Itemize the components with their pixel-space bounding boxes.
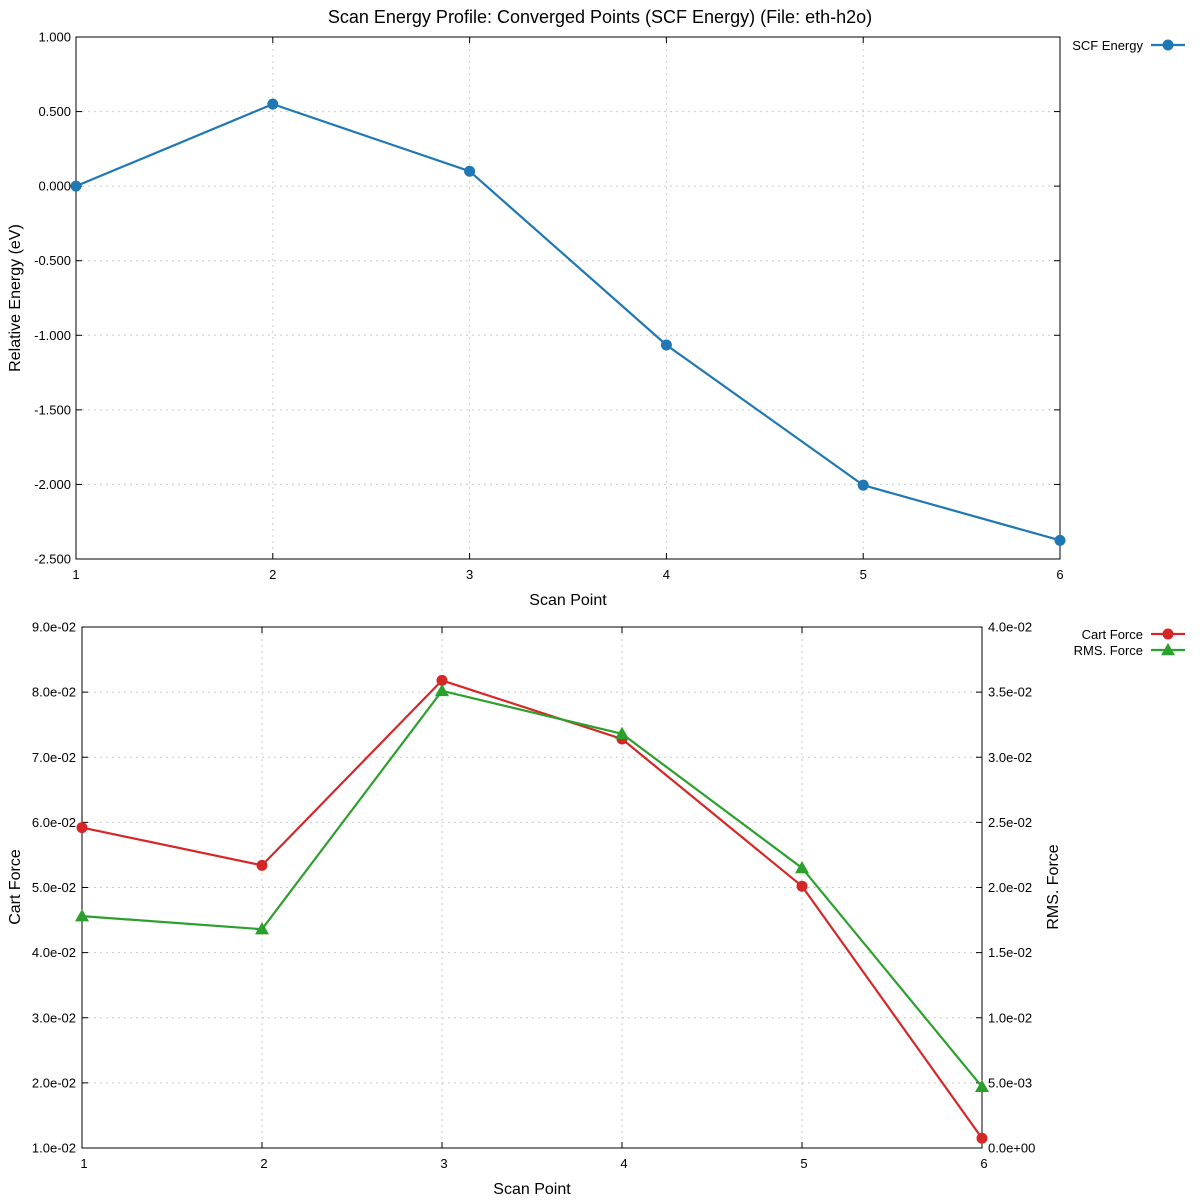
scf-energy-line bbox=[75, 102, 1061, 542]
cart-force-point bbox=[976, 1132, 988, 1144]
legend-marker-rms-force bbox=[1161, 643, 1175, 656]
force-x-tick-label: 1 bbox=[80, 1156, 87, 1171]
scf-energy-point bbox=[267, 98, 279, 110]
energy-y-axis-label: Relative Energy (eV) bbox=[7, 224, 24, 372]
energy-x-tick-label: 5 bbox=[860, 567, 867, 582]
energy-series bbox=[70, 98, 1066, 546]
energy-y-tick-label: -2.500 bbox=[34, 552, 71, 567]
cart-force-tick-label: 6.0e-02 bbox=[32, 815, 76, 830]
cart-force-point bbox=[436, 674, 448, 686]
force-x-tick-label: 2 bbox=[260, 1156, 267, 1171]
rms-force-point bbox=[795, 860, 809, 874]
energy-x-tick-label: 3 bbox=[466, 567, 473, 582]
energy-y-tick-label: -1.000 bbox=[34, 328, 71, 343]
rms-force-tick-label: 1.0e-02 bbox=[988, 1010, 1032, 1025]
rms-force-tick-label: 3.0e-02 bbox=[988, 750, 1032, 765]
energy-y-tick-label: 0.500 bbox=[38, 104, 71, 119]
scf-energy-point bbox=[1054, 534, 1066, 546]
energy-y-tick-label: 1.000 bbox=[38, 30, 71, 45]
force-ticks: 1 2 3 4 5 6 9.0e-02 8.0e-02 7.0e-02 6.0e-02 5.0e-0… bbox=[32, 620, 1035, 1172]
rms-force-point bbox=[75, 909, 89, 922]
legend-label-cart-force: Cart Force bbox=[1082, 627, 1143, 642]
legend-marker-cart-force bbox=[1162, 628, 1174, 640]
cart-force-tick-label: 4.0e-02 bbox=[32, 945, 76, 960]
force-panel: 1 2 3 4 5 6 9.0e-02 8.0e-02 7.0e-02 6.0e-02 5.0e-0… bbox=[7, 620, 1185, 1198]
energy-ticks: 1 2 3 4 5 6 1.000 0.500 0.000 -0.500 -1.000 -1.500 -… bbox=[34, 30, 1063, 583]
rms-force-axis-label: RMS. Force bbox=[1045, 844, 1062, 929]
chart-title: Scan Energy Profile: Converged Points (S… bbox=[328, 7, 872, 27]
cart-force-tick-label: 1.0e-02 bbox=[32, 1141, 76, 1156]
energy-y-tick-label: 0.000 bbox=[38, 179, 71, 194]
rms-force-tick-label: 2.0e-02 bbox=[988, 880, 1032, 895]
rms-force-tick-label: 5.0e-03 bbox=[988, 1075, 1032, 1090]
cart-force-tick-label: 7.0e-02 bbox=[32, 750, 76, 765]
cart-force-point bbox=[256, 859, 268, 871]
scf-energy-point bbox=[464, 165, 476, 177]
cart-force-tick-label: 2.0e-02 bbox=[32, 1075, 76, 1090]
cart-force-tick-label: 3.0e-02 bbox=[32, 1010, 76, 1025]
force-x-tick-label: 6 bbox=[980, 1156, 987, 1171]
rms-force-line bbox=[81, 689, 983, 1088]
energy-y-tick-label: -1.500 bbox=[34, 402, 71, 417]
energy-x-axis-label: Scan Point bbox=[529, 592, 607, 609]
cart-force-tick-label: 8.0e-02 bbox=[32, 685, 76, 700]
rms-force-tick-label: 3.5e-02 bbox=[988, 685, 1032, 700]
rms-force-tick-label: 4.0e-02 bbox=[988, 620, 1032, 635]
rms-force-tick-label: 0.0e+00 bbox=[988, 1141, 1035, 1156]
energy-legend: SCF Energy bbox=[1072, 38, 1185, 53]
energy-plot-frame bbox=[75, 36, 1061, 560]
legend-label-rms-force: RMS. Force bbox=[1074, 643, 1143, 658]
scf-energy-point bbox=[857, 479, 869, 491]
energy-x-tick-label: 1 bbox=[72, 567, 79, 582]
legend-label-scf-energy: SCF Energy bbox=[1072, 38, 1143, 53]
force-series bbox=[75, 674, 989, 1144]
rms-force-point bbox=[255, 922, 269, 935]
energy-panel: 1 2 3 4 5 6 1.000 0.500 0.000 -0.500 -1.000 -1.500 -… bbox=[7, 30, 1185, 609]
legend-marker-scf-energy bbox=[1162, 39, 1174, 51]
rms-force-tick-label: 2.5e-02 bbox=[988, 815, 1032, 830]
rms-force-point bbox=[975, 1079, 989, 1093]
energy-y-tick-label: -2.000 bbox=[34, 477, 71, 492]
cart-force-point bbox=[76, 822, 88, 834]
rms-force-point bbox=[435, 683, 449, 697]
force-x-axis-label: Scan Point bbox=[493, 1181, 571, 1198]
force-gridlines bbox=[82, 627, 982, 1148]
energy-gridlines bbox=[76, 37, 1060, 559]
cart-force-point bbox=[796, 880, 808, 892]
rms-force-tick-label: 1.5e-02 bbox=[988, 945, 1032, 960]
scf-energy-point bbox=[660, 339, 672, 351]
energy-x-tick-label: 2 bbox=[269, 567, 276, 582]
energy-x-tick-label: 4 bbox=[663, 567, 670, 582]
rms-force-point bbox=[615, 726, 629, 740]
cart-force-tick-label: 9.0e-02 bbox=[32, 620, 76, 635]
energy-x-tick-label: 6 bbox=[1056, 567, 1063, 582]
cart-force-axis-label: Cart Force bbox=[7, 849, 24, 925]
scf-energy-point bbox=[70, 180, 82, 192]
force-x-tick-label: 3 bbox=[440, 1156, 447, 1171]
cart-force-line bbox=[81, 679, 983, 1139]
energy-y-tick-label: -0.500 bbox=[34, 253, 71, 268]
force-x-tick-label: 5 bbox=[800, 1156, 807, 1171]
cart-force-tick-label: 5.0e-02 bbox=[32, 880, 76, 895]
force-x-tick-label: 4 bbox=[620, 1156, 627, 1171]
